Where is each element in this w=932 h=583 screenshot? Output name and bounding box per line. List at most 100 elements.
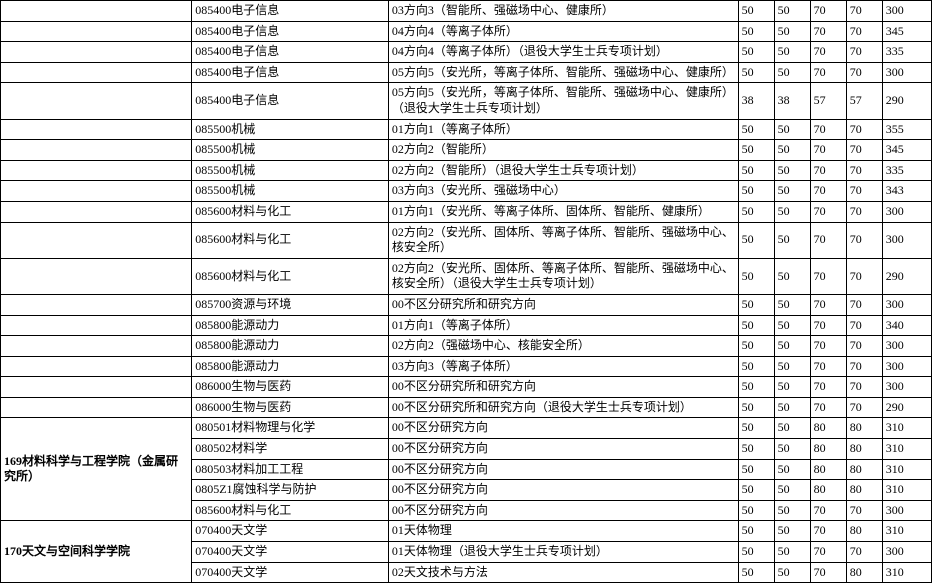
score4-cell: 70	[846, 258, 882, 294]
score1-cell: 50	[738, 480, 774, 501]
institute-cell	[1, 83, 192, 119]
score2-cell: 50	[774, 62, 810, 83]
institute-cell	[1, 397, 192, 418]
score4-cell: 80	[846, 439, 882, 460]
score-table: 085400电子信息03方向3（智能所、强磁场中心、健康所）5050707030…	[0, 0, 932, 583]
total-cell: 343	[882, 181, 931, 202]
institute-cell	[1, 315, 192, 336]
score3-cell: 70	[810, 356, 846, 377]
major-cell: 085600材料与化工	[192, 201, 389, 222]
score1-cell: 50	[738, 222, 774, 258]
score4-cell: 70	[846, 181, 882, 202]
direction-cell: 02方向2（安光所、固体所、等离子体所、智能所、强磁场中心、核安全所）	[388, 222, 738, 258]
score3-cell: 70	[810, 1, 846, 22]
total-cell: 335	[882, 160, 931, 181]
major-cell: 085400电子信息	[192, 83, 389, 119]
score4-cell: 70	[846, 377, 882, 398]
direction-cell: 01方向1（安光所、等离子体所、固体所、智能所、健康所）	[388, 201, 738, 222]
major-cell: 085400电子信息	[192, 1, 389, 22]
score2-cell: 50	[774, 1, 810, 22]
table-row: 085400电子信息05方向5（安光所，等离子体所、智能所、强磁场中心、健康所）…	[1, 83, 932, 119]
score1-cell: 50	[738, 62, 774, 83]
score3-cell: 70	[810, 21, 846, 42]
score3-cell: 70	[810, 201, 846, 222]
total-cell: 300	[882, 336, 931, 357]
table-row: 085800能源动力02方向2（强磁场中心、核能安全所）50507070300	[1, 336, 932, 357]
total-cell: 310	[882, 480, 931, 501]
score3-cell: 80	[810, 459, 846, 480]
total-cell: 310	[882, 562, 931, 583]
total-cell: 290	[882, 258, 931, 294]
total-cell: 300	[882, 377, 931, 398]
score1-cell: 50	[738, 356, 774, 377]
score2-cell: 50	[774, 418, 810, 439]
direction-cell: 00不区分研究方向	[388, 459, 738, 480]
score4-cell: 70	[846, 222, 882, 258]
table-row: 085600材料与化工01方向1（安光所、等离子体所、固体所、智能所、健康所）5…	[1, 201, 932, 222]
score2-cell: 50	[774, 521, 810, 542]
major-cell: 086000生物与医药	[192, 397, 389, 418]
score2-cell: 38	[774, 83, 810, 119]
score4-cell: 80	[846, 459, 882, 480]
score1-cell: 50	[738, 459, 774, 480]
institute-cell	[1, 1, 192, 22]
direction-cell: 05方向5（安光所，等离子体所、智能所、强磁场中心、健康所）（退役大学生士兵专项…	[388, 83, 738, 119]
direction-cell: 02方向2（智能所）（退役大学生士兵专项计划）	[388, 160, 738, 181]
score1-cell: 50	[738, 160, 774, 181]
total-cell: 310	[882, 439, 931, 460]
score2-cell: 50	[774, 201, 810, 222]
table-row: 085500机械02方向2（智能所）（退役大学生士兵专项计划）505070703…	[1, 160, 932, 181]
institute-cell	[1, 294, 192, 315]
total-cell: 345	[882, 21, 931, 42]
total-cell: 290	[882, 397, 931, 418]
score4-cell: 70	[846, 201, 882, 222]
direction-cell: 04方向4（等离子体所）	[388, 21, 738, 42]
score1-cell: 50	[738, 1, 774, 22]
institute-cell	[1, 42, 192, 63]
total-cell: 300	[882, 222, 931, 258]
total-cell: 300	[882, 201, 931, 222]
score4-cell: 70	[846, 119, 882, 140]
table-row: 086000生物与医药00不区分研究所和研究方向50507070300	[1, 377, 932, 398]
total-cell: 300	[882, 1, 931, 22]
major-cell: 085700资源与环境	[192, 294, 389, 315]
institute-cell: 169材料科学与工程学院（金属研究所）	[1, 418, 192, 521]
score3-cell: 70	[810, 42, 846, 63]
score4-cell: 70	[846, 62, 882, 83]
score1-cell: 50	[738, 521, 774, 542]
major-cell: 085800能源动力	[192, 336, 389, 357]
score3-cell: 80	[810, 480, 846, 501]
score2-cell: 50	[774, 500, 810, 521]
score1-cell: 50	[738, 201, 774, 222]
major-cell: 080503材料加工工程	[192, 459, 389, 480]
direction-cell: 01天体物理	[388, 521, 738, 542]
total-cell: 290	[882, 83, 931, 119]
score2-cell: 50	[774, 336, 810, 357]
score2-cell: 50	[774, 294, 810, 315]
total-cell: 300	[882, 62, 931, 83]
total-cell: 355	[882, 119, 931, 140]
score3-cell: 70	[810, 140, 846, 161]
score2-cell: 50	[774, 258, 810, 294]
score4-cell: 70	[846, 315, 882, 336]
institute-cell: 170天文与空间科学学院	[1, 521, 192, 583]
score2-cell: 50	[774, 459, 810, 480]
score4-cell: 70	[846, 336, 882, 357]
table-row: 085600材料与化工02方向2（安光所、固体所、等离子体所、智能所、强磁场中心…	[1, 258, 932, 294]
direction-cell: 03方向3（等离子体所）	[388, 356, 738, 377]
total-cell: 300	[882, 356, 931, 377]
total-cell: 310	[882, 418, 931, 439]
direction-cell: 00不区分研究方向	[388, 500, 738, 521]
major-cell: 085600材料与化工	[192, 258, 389, 294]
total-cell: 310	[882, 459, 931, 480]
major-cell: 085400电子信息	[192, 21, 389, 42]
score3-cell: 80	[810, 439, 846, 460]
score3-cell: 80	[810, 418, 846, 439]
score3-cell: 70	[810, 258, 846, 294]
total-cell: 300	[882, 542, 931, 563]
institute-cell	[1, 140, 192, 161]
institute-cell	[1, 258, 192, 294]
table-row: 169材料科学与工程学院（金属研究所）080501材料物理与化学00不区分研究方…	[1, 418, 932, 439]
direction-cell: 05方向5（安光所，等离子体所、智能所、强磁场中心、健康所）	[388, 62, 738, 83]
major-cell: 080502材料学	[192, 439, 389, 460]
